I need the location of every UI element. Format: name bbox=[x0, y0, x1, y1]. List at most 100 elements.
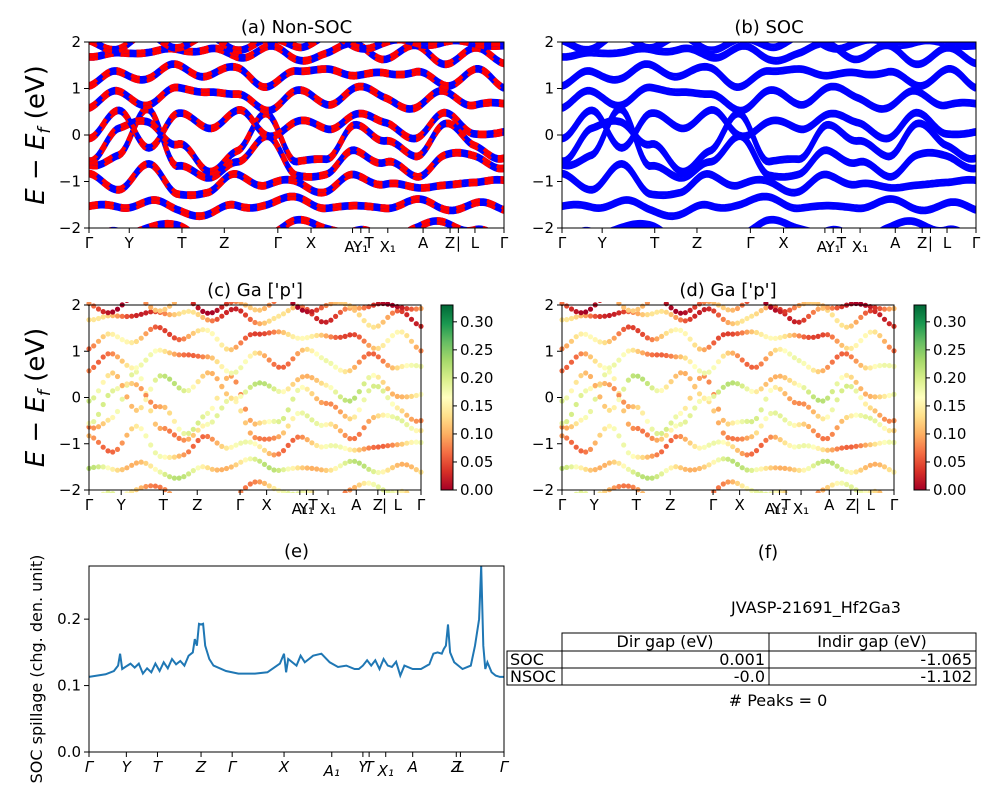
projection-point bbox=[186, 430, 192, 436]
projection-point bbox=[696, 391, 703, 397]
projection-point bbox=[734, 436, 741, 442]
projection-point bbox=[389, 490, 396, 493]
projection-point bbox=[701, 464, 707, 470]
x-tick-label: X bbox=[278, 758, 290, 776]
projection-point bbox=[763, 437, 769, 443]
projection-point bbox=[314, 377, 320, 383]
projection-point bbox=[186, 352, 192, 358]
band-line bbox=[565, 42, 976, 51]
projection-point bbox=[238, 365, 244, 371]
projection-point bbox=[625, 377, 632, 383]
projection-point bbox=[758, 407, 764, 413]
projection-point bbox=[825, 364, 831, 370]
projection-point bbox=[389, 442, 396, 448]
projection-point bbox=[247, 305, 253, 311]
projection-point bbox=[583, 449, 589, 455]
projection-point bbox=[749, 434, 755, 440]
projection-point bbox=[148, 309, 154, 315]
projection-point bbox=[167, 303, 173, 309]
projection-point bbox=[366, 351, 372, 357]
projection-point bbox=[119, 440, 125, 446]
projection-point bbox=[592, 337, 598, 343]
projection-point bbox=[408, 306, 415, 312]
colorbar bbox=[440, 304, 454, 491]
projection-point bbox=[844, 324, 850, 330]
projection-point bbox=[333, 364, 339, 370]
projection-point bbox=[91, 364, 97, 370]
projection-point bbox=[734, 447, 741, 453]
band-line-dashed bbox=[89, 109, 504, 172]
projection-point bbox=[143, 483, 149, 490]
projection-point bbox=[162, 373, 168, 379]
projection-point bbox=[233, 302, 239, 305]
x-tick-label: Z bbox=[195, 758, 207, 776]
projection-point bbox=[105, 351, 111, 357]
projection-point bbox=[706, 369, 712, 375]
projection-point bbox=[635, 373, 641, 379]
colorbar-tick-label: 0.10 bbox=[460, 425, 493, 443]
projection-point bbox=[844, 444, 850, 450]
projection-point bbox=[304, 373, 310, 379]
projection-point bbox=[758, 386, 764, 392]
y-tick-label: −2 bbox=[59, 219, 81, 237]
projection-point bbox=[318, 355, 324, 361]
projection-point bbox=[753, 430, 760, 436]
band-line-dashed bbox=[89, 109, 504, 152]
projection-point bbox=[95, 315, 102, 322]
projection-point bbox=[347, 447, 353, 453]
projection-point bbox=[825, 304, 831, 311]
x-tick-label: T bbox=[158, 496, 169, 514]
projection-point bbox=[839, 388, 845, 394]
projection-point bbox=[782, 348, 788, 354]
projection-point bbox=[649, 352, 655, 358]
projection-point bbox=[95, 411, 102, 417]
projection-point bbox=[749, 451, 755, 457]
projection-point bbox=[356, 305, 362, 311]
projection-point bbox=[148, 352, 154, 358]
projection-point bbox=[276, 419, 282, 425]
projection-point bbox=[413, 428, 419, 434]
band-line bbox=[562, 196, 976, 221]
projection-point bbox=[810, 334, 817, 340]
projection-point bbox=[176, 426, 182, 432]
projection-point bbox=[592, 396, 598, 402]
projection-point bbox=[342, 369, 348, 375]
projection-point bbox=[271, 467, 277, 473]
projection-point bbox=[649, 435, 655, 441]
projection-point bbox=[810, 367, 817, 373]
projection-point bbox=[625, 483, 632, 489]
projection-point bbox=[796, 400, 802, 406]
projection-point bbox=[171, 418, 177, 424]
projection-point bbox=[810, 309, 817, 315]
projection-point bbox=[659, 387, 665, 394]
projection-point bbox=[356, 460, 362, 466]
projection-point bbox=[834, 397, 840, 403]
projection-point bbox=[380, 342, 386, 349]
projection-point bbox=[129, 403, 135, 409]
projection-point bbox=[333, 334, 339, 340]
projection-point bbox=[848, 384, 854, 390]
projection-point bbox=[356, 389, 362, 395]
projection-point bbox=[711, 459, 717, 465]
colorbar-tick-label: 0.00 bbox=[933, 481, 966, 499]
x-tick-label: Y₁ bbox=[298, 500, 314, 518]
projection-point bbox=[744, 418, 750, 424]
projection-point bbox=[720, 417, 726, 423]
projection-point bbox=[682, 370, 688, 377]
projection-point bbox=[91, 435, 97, 441]
projection-point bbox=[399, 441, 405, 447]
projection-point bbox=[133, 365, 139, 371]
projection-point bbox=[758, 361, 764, 367]
projection-point bbox=[167, 474, 173, 480]
projection-point bbox=[361, 318, 367, 324]
projection-point bbox=[734, 331, 741, 337]
projection-point bbox=[606, 423, 613, 429]
projection-point bbox=[257, 444, 263, 450]
projection-point bbox=[356, 407, 362, 413]
projection-point bbox=[654, 352, 660, 358]
projection-point bbox=[266, 318, 272, 324]
panel-title: (b) SOC bbox=[734, 17, 803, 38]
band-line bbox=[146, 219, 458, 228]
projection-point bbox=[730, 436, 736, 442]
